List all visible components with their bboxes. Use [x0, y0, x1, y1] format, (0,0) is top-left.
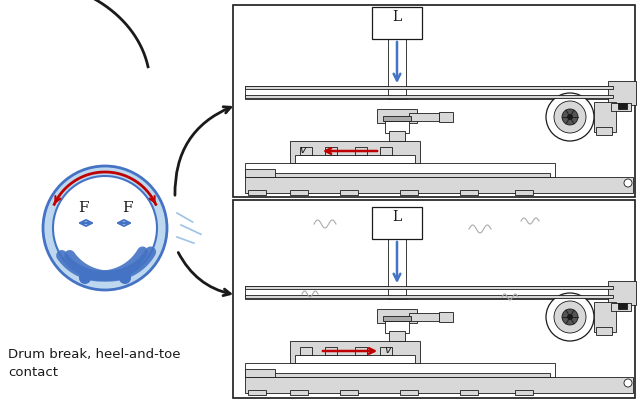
Bar — [372, 7, 422, 39]
Bar — [300, 147, 312, 155]
Bar — [300, 347, 312, 355]
Bar — [245, 377, 633, 393]
Bar — [460, 190, 478, 195]
Bar — [460, 390, 478, 395]
Bar — [325, 347, 337, 355]
Bar — [372, 207, 422, 239]
Circle shape — [119, 272, 131, 284]
Bar — [355, 347, 367, 355]
Circle shape — [624, 179, 632, 187]
Bar — [233, 200, 635, 398]
Bar — [245, 286, 613, 299]
Bar — [245, 95, 613, 98]
Bar — [385, 321, 409, 333]
Bar — [250, 173, 550, 177]
Bar — [233, 5, 635, 197]
Bar — [295, 155, 415, 163]
Bar — [245, 177, 633, 193]
Text: v: v — [299, 145, 306, 155]
Circle shape — [554, 101, 586, 133]
Bar — [340, 390, 358, 395]
Bar — [400, 390, 418, 395]
Bar — [248, 390, 266, 395]
Bar — [290, 341, 420, 363]
Bar — [596, 327, 612, 335]
Circle shape — [567, 114, 573, 120]
Bar — [380, 347, 392, 355]
Bar — [389, 131, 405, 141]
Bar — [250, 373, 550, 377]
Bar — [618, 303, 627, 309]
Circle shape — [546, 293, 594, 341]
Bar — [515, 190, 533, 195]
Bar — [388, 239, 406, 299]
Bar — [383, 316, 411, 321]
Bar — [618, 103, 627, 109]
Bar — [611, 303, 631, 311]
Bar — [383, 116, 411, 121]
Bar — [245, 86, 613, 89]
Bar — [439, 112, 453, 122]
Bar — [389, 331, 405, 341]
Bar — [295, 355, 415, 363]
Text: L: L — [392, 210, 402, 224]
Bar — [377, 109, 417, 123]
Bar — [380, 147, 392, 155]
Bar — [340, 190, 358, 195]
Bar — [385, 121, 409, 133]
Circle shape — [567, 314, 573, 320]
Bar — [290, 190, 308, 195]
Bar — [355, 147, 367, 155]
Bar — [245, 286, 613, 289]
Circle shape — [79, 272, 91, 284]
Bar — [409, 113, 439, 121]
Circle shape — [53, 176, 157, 280]
Text: v: v — [384, 345, 390, 355]
Bar — [245, 363, 555, 377]
Text: F: F — [122, 201, 132, 215]
Bar — [245, 86, 613, 99]
Bar — [608, 281, 636, 305]
Bar — [515, 390, 533, 395]
Circle shape — [624, 379, 632, 387]
Bar — [594, 102, 616, 132]
Circle shape — [554, 301, 586, 333]
Circle shape — [562, 109, 578, 125]
Bar — [245, 169, 275, 177]
Bar — [290, 390, 308, 395]
Bar — [245, 369, 275, 377]
Text: Drum break, heel-and-toe
contact: Drum break, heel-and-toe contact — [8, 348, 181, 379]
Bar — [245, 163, 555, 177]
Bar — [611, 103, 631, 111]
Bar — [594, 302, 616, 332]
Bar — [409, 313, 439, 321]
Bar — [290, 141, 420, 163]
Circle shape — [43, 166, 167, 290]
Circle shape — [562, 309, 578, 325]
Bar — [596, 127, 612, 135]
Bar — [377, 309, 417, 323]
Bar — [245, 295, 613, 298]
Text: F: F — [78, 201, 88, 215]
Bar — [400, 190, 418, 195]
Text: L: L — [392, 10, 402, 24]
Bar — [608, 81, 636, 105]
Bar — [248, 190, 266, 195]
Circle shape — [546, 93, 594, 141]
Bar — [388, 39, 406, 99]
Bar — [325, 147, 337, 155]
Bar — [439, 312, 453, 322]
